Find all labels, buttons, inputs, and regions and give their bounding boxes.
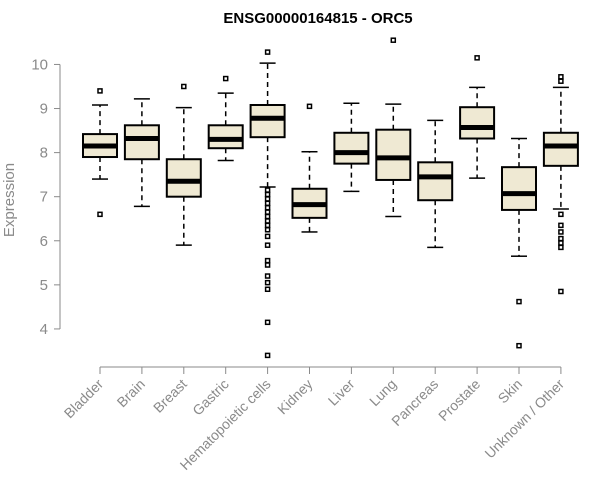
- outlier-point: [181, 83, 187, 90]
- outlier-point: [558, 222, 564, 229]
- outlier-point: [264, 262, 271, 268]
- outlier-point: [390, 37, 397, 43]
- box-prostate: [459, 55, 496, 179]
- outlier-point: [558, 211, 564, 218]
- outlier-point: [264, 196, 271, 202]
- outlier-point: [558, 78, 564, 84]
- x-tick-label: Breast: [150, 376, 190, 416]
- outlier-point: [558, 74, 564, 80]
- box-lung: [375, 37, 412, 218]
- box-liver: [333, 102, 370, 193]
- outlier-point: [264, 227, 271, 233]
- x-tick-label: Kidney: [274, 376, 316, 418]
- box-hematopoietic-cells: [249, 49, 286, 359]
- x-tick-label: Brain: [114, 376, 148, 410]
- outlier-point: [558, 244, 564, 251]
- y-tick-label: 4: [40, 321, 48, 338]
- iqr-box: [542, 131, 579, 167]
- outlier-point: [97, 88, 103, 94]
- outlier-point: [264, 49, 271, 55]
- iqr-box: [207, 124, 244, 150]
- outlier-point: [516, 298, 522, 305]
- outlier-point: [97, 211, 103, 218]
- outlier-point: [264, 352, 271, 359]
- outlier-point: [264, 204, 271, 211]
- outlier-point: [264, 209, 271, 215]
- y-tick-label: 6: [40, 233, 48, 250]
- outlier-point: [558, 229, 564, 235]
- iqr-box: [165, 158, 202, 198]
- box-pancreas: [417, 119, 454, 249]
- x-tick-label: Liver: [325, 376, 358, 409]
- outlier-point: [264, 319, 271, 326]
- x-tick-label: Unknown / Other: [481, 376, 567, 462]
- box-kidney: [291, 103, 328, 233]
- box-breast: [165, 83, 202, 246]
- iqr-box: [459, 106, 496, 140]
- box-unknown-other: [542, 74, 579, 295]
- y-tick-label: 9: [40, 101, 48, 118]
- outlier-point: [264, 279, 271, 286]
- x-tick-label: Lung: [366, 376, 399, 409]
- iqr-box: [333, 131, 370, 165]
- y-tick-label: 5: [40, 277, 48, 294]
- y-tick-label: 8: [40, 145, 48, 162]
- y-tick-label: 7: [40, 189, 48, 206]
- y-axis-label: Expression: [1, 163, 18, 237]
- outlier-point: [264, 233, 271, 240]
- x-tick-label: Bladder: [61, 376, 107, 422]
- box-series: [82, 37, 579, 359]
- iqr-box: [249, 104, 286, 139]
- outlier-point: [558, 240, 564, 246]
- outlier-point: [474, 55, 480, 61]
- iqr-box: [501, 166, 537, 211]
- box-bladder: [82, 88, 118, 218]
- outlier-point: [264, 200, 271, 207]
- outlier-point: [264, 257, 271, 264]
- outlier-point: [558, 288, 564, 295]
- outlier-point: [264, 213, 271, 220]
- box-skin: [501, 137, 537, 349]
- outlier-point: [306, 103, 313, 110]
- outlier-point: [264, 286, 271, 293]
- outlier-point: [264, 218, 271, 224]
- iqr-box: [375, 128, 412, 181]
- outlier-point: [516, 342, 522, 349]
- outlier-point: [264, 187, 271, 193]
- iqr-box: [417, 161, 454, 202]
- y-axis: 4 5 6 7 8 9 10: [31, 56, 61, 338]
- box-brain: [123, 98, 160, 208]
- outlier-point: [264, 242, 271, 248]
- y-tick-label: 10: [31, 56, 48, 73]
- x-tick-label: Pancreas: [388, 376, 441, 429]
- outlier-point: [264, 273, 271, 279]
- iqr-box: [123, 124, 160, 161]
- box-gastric: [207, 75, 244, 162]
- chart-title: ENSG00000164815 - ORC5: [223, 10, 412, 27]
- outlier-point: [264, 191, 271, 198]
- x-tick-label: Skin: [495, 376, 526, 407]
- x-tick-label: Prostate: [435, 376, 483, 424]
- outlier-point: [264, 222, 271, 229]
- outlier-point: [558, 235, 564, 242]
- outlier-point: [222, 75, 229, 82]
